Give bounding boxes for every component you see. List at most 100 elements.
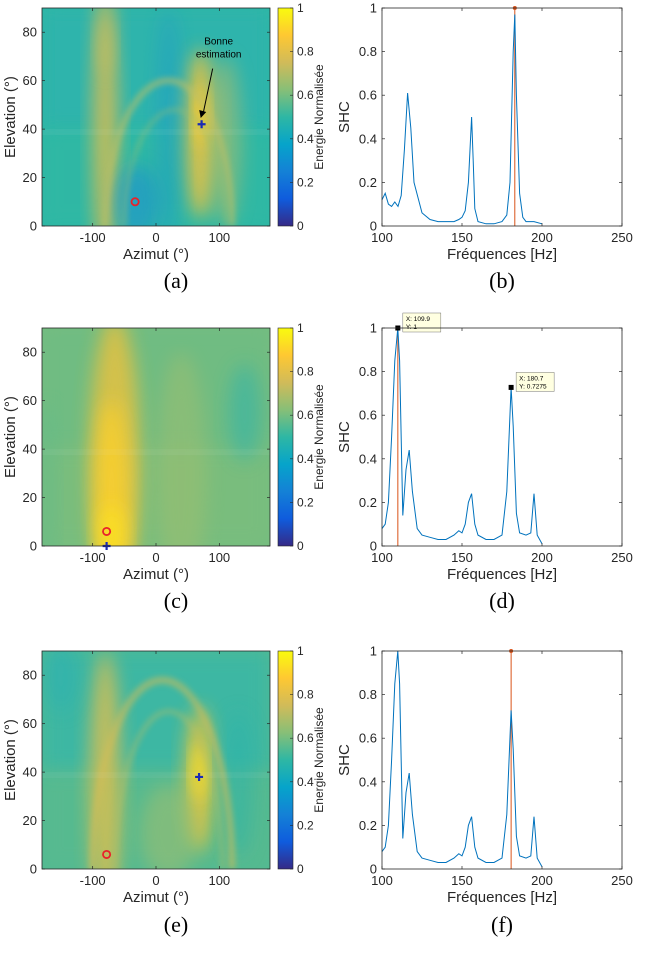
y-tick-label: 80 — [23, 668, 37, 683]
axes-box — [381, 7, 623, 227]
y-tick-label: 40 — [23, 442, 37, 457]
x-tick-label: 250 — [611, 230, 633, 245]
annotation-arrow — [202, 68, 214, 114]
x-tick-label: 200 — [531, 230, 553, 245]
y-tick-label: 20 — [23, 490, 37, 505]
colorbar-label: Energie Normalisée — [312, 64, 326, 170]
x-tick-label: 100 — [208, 550, 230, 565]
heatmap-streak — [42, 449, 270, 456]
colorbar-tick-label: 0.6 — [297, 88, 314, 102]
panel-caption: (d) — [489, 588, 515, 613]
y-tick-label: 0.2 — [359, 818, 377, 833]
x-tick-label: 0 — [152, 550, 159, 565]
panel-caption: (b) — [489, 268, 515, 293]
x-axis-label: Fréquences [Hz] — [447, 889, 557, 906]
y-tick-label: 0.6 — [359, 408, 377, 423]
heatmap-blob — [97, 15, 113, 74]
y-tick-label: 20 — [23, 813, 37, 828]
x-axis-label: Fréquences [Hz] — [447, 566, 557, 583]
colorbar — [277, 650, 294, 870]
x-axis-label: Azimut (°) — [123, 566, 189, 583]
x-tick-label: 250 — [611, 550, 633, 565]
heatmap-blob — [114, 165, 160, 226]
colorbar — [277, 7, 294, 227]
y-axis-label: Elevation (°) — [2, 396, 19, 478]
heatmap-blob — [156, 352, 207, 546]
x-tick-label: 0 — [152, 873, 159, 888]
panel-b: 100 150 200 250 0 0.2 0.4 0.6 0.8 1 Fréquences [Hz… — [336, 1, 633, 294]
heatmap-blob — [228, 364, 261, 462]
y-tick-label: 60 — [23, 393, 37, 408]
true-source-marker — [130, 197, 140, 207]
y-tick-label: 60 — [23, 73, 37, 88]
colorbar-label: Energie Normalisée — [312, 707, 326, 813]
heatmap-blob — [42, 400, 56, 546]
heatmap-c — [42, 328, 270, 546]
true-source-marker — [102, 526, 112, 536]
x-tick-label: 150 — [451, 550, 473, 565]
series-line — [381, 327, 543, 545]
datatip-x: X: 109.9 — [406, 316, 431, 323]
y-tick-label: 0 — [30, 539, 37, 554]
axes-box — [381, 650, 623, 870]
estimated-source-marker — [195, 772, 204, 781]
colorbar-tick-label: 0.4 — [297, 132, 314, 146]
y-axis-label: Elevation (°) — [2, 719, 19, 801]
plot-background — [382, 8, 622, 226]
heatmap-e — [42, 651, 270, 869]
y-tick-label: 0.2 — [359, 495, 377, 510]
x-tick-label: 150 — [451, 230, 473, 245]
y-tick-label: 1 — [370, 1, 377, 16]
y-tick-label: 40 — [23, 765, 37, 780]
heatmap-arc — [112, 709, 225, 869]
heatmap-blob — [209, 56, 242, 226]
panel-f: 100 150 200 250 0 0.2 0.4 0.6 0.8 1 Fréquences [Hz… — [336, 644, 633, 938]
heatmap-blob — [156, 8, 182, 226]
y-tick-label: 0.2 — [359, 175, 377, 190]
colorbar-tick-label: 1 — [297, 644, 304, 658]
colorbar-tick-label: 0.2 — [297, 818, 314, 832]
x-tick-label: 150 — [451, 873, 473, 888]
colorbar-tick-label: 0.4 — [297, 775, 314, 789]
axes-box — [381, 327, 623, 547]
x-tick-label: 100 — [371, 873, 393, 888]
x-tick-label: -100 — [80, 873, 106, 888]
y-tick-label: 60 — [23, 716, 37, 731]
x-tick-label: -100 — [80, 230, 106, 245]
plot-background — [382, 328, 622, 546]
x-tick-label: 200 — [531, 873, 553, 888]
heatmap-arc — [122, 107, 228, 226]
colorbar-tick-label: 0.8 — [297, 688, 314, 702]
heatmap-blob — [140, 784, 198, 869]
estimated-source-marker — [197, 120, 206, 129]
x-tick-label: 0 — [152, 230, 159, 245]
colorbar-tick-label: 0 — [297, 539, 304, 553]
y-tick-label: 0.8 — [359, 44, 377, 59]
datatip-box — [515, 372, 555, 392]
y-tick-label: 80 — [23, 345, 37, 360]
annotation-arrowhead — [199, 110, 207, 118]
y-tick-label: 0.8 — [359, 364, 377, 379]
datatip-box — [402, 312, 442, 333]
y-tick-label: 0.6 — [359, 88, 377, 103]
true-source-marker — [102, 849, 112, 859]
datatip-y: Y: 0.7275 — [519, 383, 547, 390]
y-tick-label: 0 — [370, 862, 377, 877]
colorbar-label: Energie Normalisée — [312, 384, 326, 490]
x-axis-label: Azimut (°) — [123, 246, 189, 263]
x-tick-label: 100 — [208, 230, 230, 245]
colorbar-tick-label: 1 — [297, 1, 304, 15]
colorbar-tick-label: 0 — [297, 219, 304, 233]
y-tick-label: 20 — [23, 170, 37, 185]
heatmap-streak — [42, 129, 270, 136]
annotation-text: Bonne — [204, 37, 233, 48]
y-tick-label: 0 — [30, 219, 37, 234]
y-tick-label: 0.4 — [359, 131, 377, 146]
heatmap-arc — [102, 77, 235, 226]
colorbar-tick-label: 0.8 — [297, 365, 314, 379]
colorbar-tick-label: 0.4 — [297, 452, 314, 466]
colorbar-tick-label: 0.6 — [297, 731, 314, 745]
panel-a: Bonne estimation 0 0.2 0.4 0.6 0.8 1 Energie Nor… — [2, 1, 326, 293]
panel-e: 0 0.2 0.4 0.6 0.8 1 Energie Normalisée -100 0 100… — [2, 644, 326, 937]
